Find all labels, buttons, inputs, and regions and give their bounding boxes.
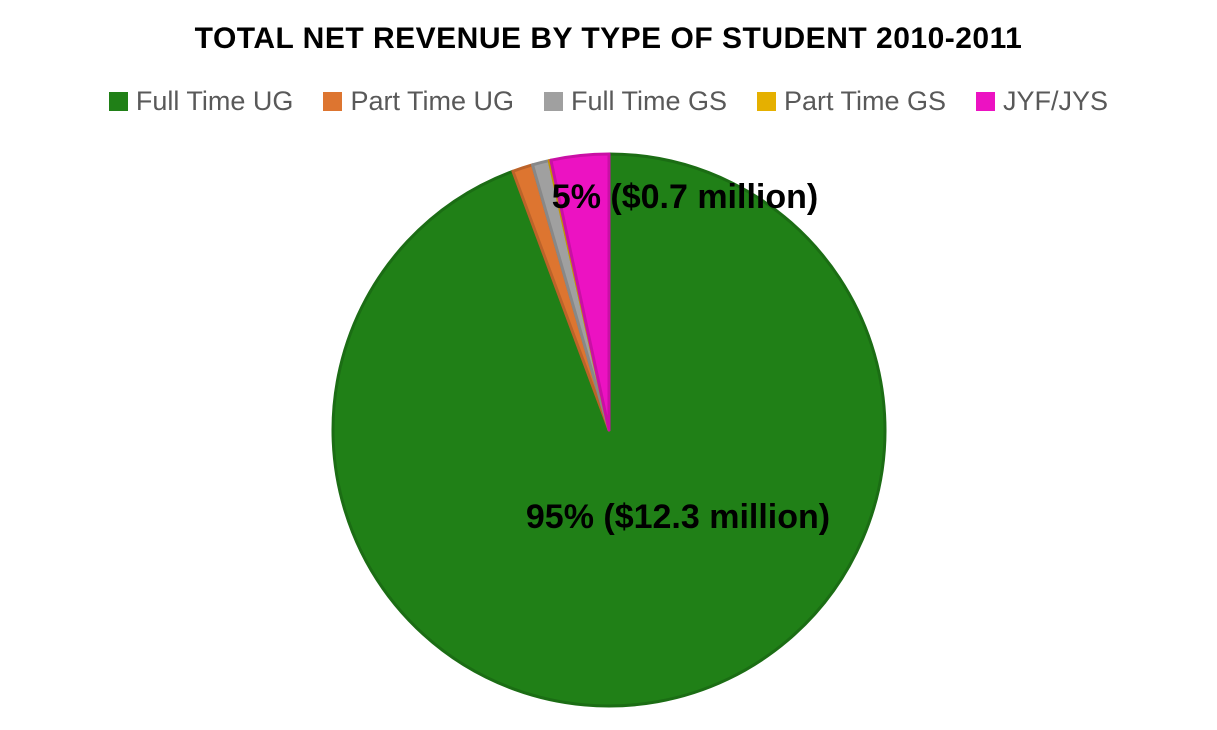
- legend-swatch-full-time-ug: [108, 92, 128, 111]
- chart-legend: Full Time UG Part Time UG Full Time GS P…: [0, 86, 1217, 117]
- pie-slice-jyf-jys: [549, 152, 611, 432]
- legend-item-jyf-jys: JYF/JYS: [976, 86, 1108, 117]
- legend-swatch-part-time-ug: [323, 92, 343, 111]
- legend-label-full-time-gs: Full Time GS: [570, 86, 727, 116]
- legend-item-part-time-gs: Part Time GS: [757, 86, 946, 117]
- chart-title: TOTAL NET REVENUE BY TYPE OF STUDENT 201…: [194, 22, 1023, 55]
- data-label-full-time-ug: 95% ($12.3 million): [526, 498, 830, 536]
- data-label-jyf-jys: 5% ($0.7 million): [552, 178, 818, 216]
- legend-label-jyf-jys: JYF/JYS: [1003, 86, 1109, 116]
- pie-slices: [331, 152, 887, 708]
- legend-item-part-time-ug: Part Time UG: [323, 86, 514, 117]
- legend-label-full-time-ug: Full Time UG: [135, 86, 294, 116]
- legend-item-full-time-gs: Full Time GS: [543, 86, 727, 117]
- legend-swatch-jyf-jys: [976, 92, 996, 111]
- legend-swatch-full-time-gs: [543, 92, 563, 111]
- legend-label-part-time-gs: Part Time GS: [784, 86, 947, 116]
- legend-label-part-time-ug: Part Time UG: [350, 86, 514, 116]
- legend-item-full-time-ug: Full Time UG: [108, 86, 294, 117]
- legend-swatch-part-time-gs: [757, 92, 776, 111]
